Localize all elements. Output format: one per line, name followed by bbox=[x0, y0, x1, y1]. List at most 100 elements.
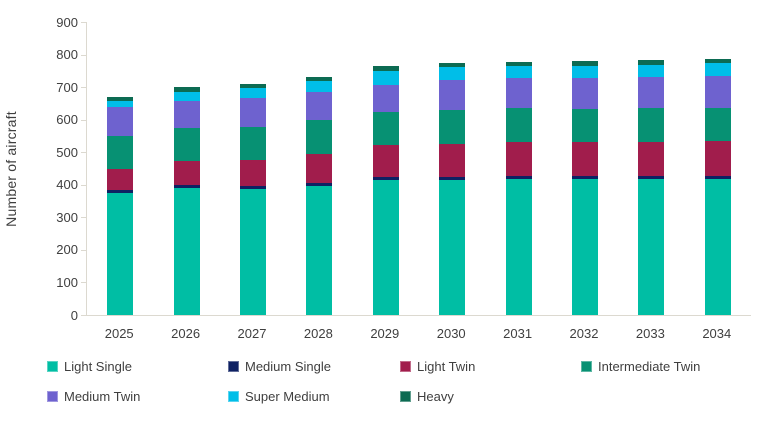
bar-segment-light-twin-2030 bbox=[439, 144, 466, 177]
bar-segment-medium-twin-2026 bbox=[173, 100, 200, 128]
legend-item-super-medium: Super Medium bbox=[228, 389, 400, 404]
bar-segment-heavy-2029 bbox=[372, 66, 399, 71]
bar-segment-heavy-2032 bbox=[571, 61, 598, 66]
bar-segment-medium-twin-2032 bbox=[571, 78, 598, 109]
legend-item-intermediate-twin: Intermediate Twin bbox=[581, 359, 700, 374]
y-tick-label-300: 300 bbox=[56, 209, 78, 225]
bar-segment-intermediate-twin-2032 bbox=[571, 108, 598, 143]
legend-label-medium-twin: Medium Twin bbox=[64, 389, 141, 404]
bar-segment-medium-twin-2031 bbox=[505, 78, 532, 109]
bar-segment-intermediate-twin-2028 bbox=[306, 119, 333, 154]
bar-segment-intermediate-twin-2029 bbox=[372, 112, 399, 145]
bar-segment-light-twin-2025 bbox=[107, 169, 134, 191]
bar-segment-super-medium-2027 bbox=[239, 87, 266, 99]
legend-label-light-twin: Light Twin bbox=[417, 359, 476, 374]
y-tick-mark-600 bbox=[81, 119, 86, 121]
bar-slot-2025 bbox=[87, 22, 153, 315]
bar-segment-super-medium-2031 bbox=[505, 66, 532, 79]
legend-item-heavy: Heavy bbox=[400, 389, 581, 404]
y-axis-tick-labels: 0 100 200 300 400 500 600 700 800 900 bbox=[0, 15, 78, 323]
bar-2028 bbox=[306, 76, 333, 315]
bar-segment-intermediate-twin-2034 bbox=[704, 107, 731, 142]
bar-segment-super-medium-2026 bbox=[173, 91, 200, 101]
y-tick-mark-800 bbox=[81, 54, 86, 56]
x-axis-label-2028: 2028 bbox=[303, 326, 333, 341]
bar-segment-super-medium-2032 bbox=[571, 65, 598, 79]
bar-segment-intermediate-twin-2027 bbox=[239, 127, 266, 161]
legend-swatch-medium-single bbox=[228, 361, 239, 372]
y-tick-mark-300 bbox=[81, 217, 86, 219]
y-tick-mark-100 bbox=[81, 282, 86, 284]
bar-segment-heavy-2030 bbox=[439, 62, 466, 67]
bar-segment-intermediate-twin-2033 bbox=[638, 108, 665, 142]
x-axis-label-2034: 2034 bbox=[702, 326, 732, 341]
bar-slot-2026 bbox=[153, 22, 219, 315]
bar-segment-light-single-2027 bbox=[239, 188, 266, 315]
bar-segment-heavy-2025 bbox=[107, 96, 134, 101]
y-tick-label-800: 800 bbox=[56, 47, 78, 63]
bar-segment-light-twin-2031 bbox=[505, 141, 532, 176]
bar-segment-intermediate-twin-2026 bbox=[173, 127, 200, 162]
y-tick-mark-400 bbox=[81, 184, 86, 186]
bar-slot-2032 bbox=[552, 22, 618, 315]
bar-segment-super-medium-2030 bbox=[439, 66, 466, 80]
bar-segment-heavy-2033 bbox=[638, 60, 665, 65]
x-axis-label-2025: 2025 bbox=[104, 326, 134, 341]
y-tick-label-0: 0 bbox=[70, 307, 78, 323]
bar-segment-light-twin-2028 bbox=[306, 153, 333, 184]
bar-segment-medium-single-2032 bbox=[571, 175, 598, 179]
bar-2031 bbox=[505, 61, 532, 315]
bar-segment-medium-twin-2029 bbox=[372, 84, 399, 113]
x-axis-label-2030: 2030 bbox=[436, 326, 466, 341]
bar-segment-intermediate-twin-2031 bbox=[505, 108, 532, 142]
y-tick-mark-200 bbox=[81, 249, 86, 251]
bar-segment-medium-single-2025 bbox=[107, 190, 134, 193]
bar-segment-light-twin-2029 bbox=[372, 144, 399, 177]
bar-segment-medium-single-2029 bbox=[372, 176, 399, 180]
bar-segment-medium-single-2028 bbox=[306, 183, 333, 186]
y-tick-label-200: 200 bbox=[56, 242, 78, 258]
bar-2033 bbox=[638, 60, 665, 315]
bar-slot-2028 bbox=[286, 22, 352, 315]
bar-2026 bbox=[173, 87, 200, 315]
bar-segment-super-medium-2028 bbox=[306, 80, 333, 93]
legend-swatch-super-medium bbox=[228, 391, 239, 402]
legend-swatch-light-single bbox=[47, 361, 58, 372]
bar-segment-light-single-2031 bbox=[505, 178, 532, 315]
bar-segment-medium-single-2031 bbox=[505, 175, 532, 179]
bar-segment-light-twin-2026 bbox=[173, 161, 200, 186]
x-axis-labels: 2025 2026 2027 2028 2029 2030 2031 2032 2033 2034 bbox=[86, 326, 750, 346]
bar-segment-medium-twin-2033 bbox=[638, 77, 665, 109]
legend-item-light-single: Light Single bbox=[47, 359, 228, 374]
y-tick-mark-0 bbox=[81, 315, 86, 316]
bar-segment-light-single-2033 bbox=[638, 178, 665, 315]
bar-slot-2027 bbox=[220, 22, 286, 315]
y-tick-label-400: 400 bbox=[56, 177, 78, 193]
plot-area bbox=[81, 22, 751, 316]
bar-segment-medium-single-2026 bbox=[173, 185, 200, 189]
bar-segment-intermediate-twin-2030 bbox=[439, 109, 466, 145]
bar-slot-2033 bbox=[618, 22, 684, 315]
x-axis-label-2031: 2031 bbox=[503, 326, 533, 341]
y-tick-label-700: 700 bbox=[56, 79, 78, 95]
bar-segment-light-twin-2033 bbox=[638, 141, 665, 176]
bar-segment-light-single-2030 bbox=[439, 179, 466, 315]
x-axis-label-2033: 2033 bbox=[635, 326, 665, 341]
bar-segment-heavy-2031 bbox=[505, 61, 532, 66]
legend-item-medium-twin: Medium Twin bbox=[47, 389, 228, 404]
y-tick-label-500: 500 bbox=[56, 144, 78, 160]
bar-segment-medium-single-2033 bbox=[638, 175, 665, 179]
bar-segment-medium-twin-2027 bbox=[239, 98, 266, 128]
bar-segment-light-single-2029 bbox=[372, 179, 399, 315]
y-tick-label-600: 600 bbox=[56, 112, 78, 128]
legend-item-medium-single: Medium Single bbox=[228, 359, 400, 374]
y-tick-label-100: 100 bbox=[56, 274, 78, 290]
bar-2030 bbox=[439, 62, 466, 315]
bar-segment-medium-twin-2030 bbox=[439, 80, 466, 110]
x-axis-label-2027: 2027 bbox=[237, 326, 267, 341]
legend-label-intermediate-twin: Intermediate Twin bbox=[598, 359, 701, 374]
bar-2027 bbox=[239, 83, 266, 315]
bar-2034 bbox=[704, 58, 731, 315]
legend-swatch-light-twin bbox=[400, 361, 411, 372]
